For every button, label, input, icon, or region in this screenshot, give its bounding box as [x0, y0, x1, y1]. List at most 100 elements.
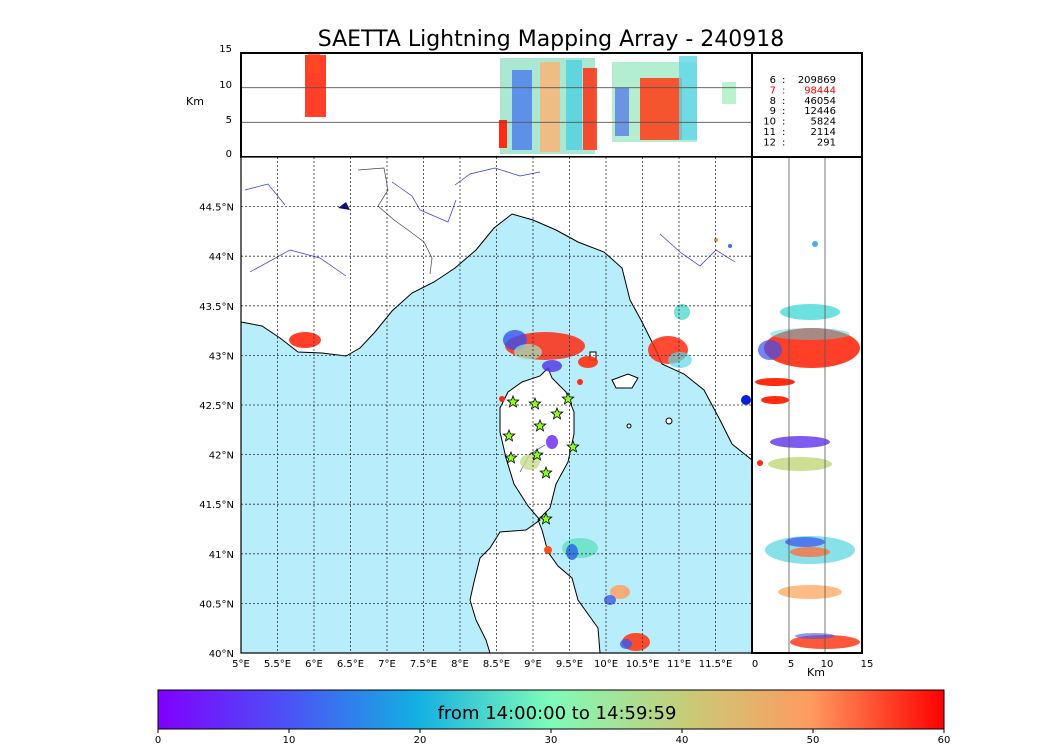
longitude-label: 10°E: [594, 659, 618, 670]
latitude-label: 42.5°N: [199, 401, 234, 412]
station-count-value: 5824: [811, 117, 836, 128]
top-panel-ylabel: Km: [186, 95, 204, 108]
latitude-label: 43.5°N: [199, 302, 234, 313]
longitude-label: 8°E: [451, 659, 469, 670]
station-star-marker: [566, 439, 580, 453]
station-count-value: 46054: [804, 96, 836, 107]
side-panel-sources: [755, 241, 860, 649]
longitude-label: 10.5°E: [626, 659, 660, 670]
station-count-number: 6: [770, 75, 776, 86]
latitude-label: 40°N: [209, 649, 234, 660]
station-count-colon: :: [782, 117, 785, 128]
station-count-colon: :: [782, 106, 785, 117]
station-count-colon: :: [782, 75, 785, 86]
station-count-value: 2114: [811, 127, 836, 138]
station-star-marker: [561, 391, 575, 405]
station-count-colon: :: [782, 96, 785, 107]
side-xtick-label: 5: [788, 659, 794, 670]
top-ytick-label: 5: [226, 115, 232, 126]
side-xtick-label: 10: [821, 659, 834, 670]
side-xtick-label: 0: [752, 659, 758, 670]
longitude-label: 5.5°E: [264, 659, 291, 670]
longitude-label: 5°E: [232, 659, 250, 670]
latitude-label: 41°N: [209, 550, 234, 561]
latitude-tick-labels: 40°N 40.5°N 41°N 41.5°N 42°N 42.5°N 43°N 43.5°N…: [199, 203, 234, 660]
lake: [338, 202, 350, 210]
time-colorbar: from 14:00:00 to 14:59:59 0 10 20 30 40 50 60: [155, 689, 951, 746]
longitude-label: 9°E: [524, 659, 542, 670]
station-star-marker: [506, 394, 520, 408]
river: [249, 249, 347, 277]
station-count-colon: :: [782, 85, 785, 96]
station-star-marker: [530, 447, 544, 461]
longitude-label: 8.5°E: [483, 659, 510, 670]
small-island: [626, 423, 632, 429]
latitude-label: 40.5°N: [199, 599, 234, 610]
top-ytick-label: 15: [219, 44, 232, 55]
station-count-value: 291: [817, 137, 836, 148]
latitude-label: 42°N: [209, 451, 234, 462]
longitude-label: 11°E: [667, 659, 691, 670]
colorbar-ticks: 0 10 20 30 40 50 60: [155, 729, 951, 746]
longitude-label: 6°E: [305, 659, 323, 670]
longitude-label: 7.5°E: [410, 659, 437, 670]
latitude-label: 44°N: [209, 252, 234, 263]
map-panel: 5°E 5.5°E 6°E 6.5°E 7°E 7.5°E 8°E 8.5°E 9°E 9.5°E…: [199, 156, 753, 670]
small-island: [665, 417, 673, 425]
latitude-label: 43°N: [209, 351, 234, 362]
colorbar-tick-label: 0: [155, 735, 161, 746]
colorbar-tick-label: 60: [938, 735, 951, 746]
station-star-marker: [502, 428, 516, 442]
figure-title: SAETTA Lightning Mapping Array - 240918: [318, 27, 785, 52]
map-grid: [241, 157, 752, 653]
lma-stations: [502, 391, 580, 525]
colorbar-label: from 14:00:00 to 14:59:59: [438, 703, 677, 724]
station-count-colon: :: [782, 137, 785, 148]
longitude-label: 6.5°E: [337, 659, 364, 670]
latitude-label: 44.5°N: [199, 203, 234, 214]
station-star-marker: [528, 396, 542, 410]
top-ytick-label: 10: [219, 80, 232, 91]
station-count-number: 8: [770, 96, 776, 107]
colorbar-tick-label: 40: [676, 735, 689, 746]
station-count-panel: 6: 209869 7: 98444 8: 46054 9: 12446 10: 5824 11: 2…: [751, 52, 863, 158]
river: [659, 233, 736, 267]
river: [454, 167, 541, 186]
station-count-number: 10: [763, 117, 776, 128]
side-xtick-label: 15: [861, 659, 874, 670]
colorbar-tick-label: 30: [545, 735, 558, 746]
station-count-value: 98444: [804, 85, 836, 96]
border-line: [357, 167, 433, 275]
station-count-rows: 6: 209869 7: 98444 8: 46054 9: 12446 10: 5824 11: 2…: [763, 75, 836, 148]
station-star-marker: [533, 418, 547, 432]
station-star-marker: [539, 511, 553, 525]
river: [391, 181, 457, 223]
elba-island: [611, 373, 639, 389]
station-count-colon: :: [782, 127, 785, 138]
top-panel-sources: [305, 53, 736, 154]
station-count-value: 209869: [798, 75, 836, 86]
station-count-number: 7: [770, 85, 776, 96]
colorbar-tick-label: 10: [283, 735, 296, 746]
longitude-label: 11.5°E: [699, 659, 733, 670]
colorbar-tick-label: 20: [414, 735, 427, 746]
river: [244, 183, 286, 206]
side-panel-xlabel: Km: [807, 666, 825, 679]
latitude-label: 41.5°N: [199, 500, 234, 511]
station-count-number: 9: [770, 106, 776, 117]
station-count-number: 11: [763, 127, 776, 138]
station-count-value: 12446: [804, 106, 836, 117]
station-star-marker: [539, 465, 553, 479]
longitude-label: 7°E: [378, 659, 396, 670]
station-star-marker: [504, 450, 518, 464]
side-altitude-panel: 0 5 10 15 Km: [751, 156, 874, 679]
longitude-tick-labels: 5°E 5.5°E 6°E 6.5°E 7°E 7.5°E 8°E 8.5°E 9°E 9.5°E…: [232, 659, 732, 670]
colorbar-tick-label: 50: [807, 735, 820, 746]
map-lightning-sources: [289, 238, 732, 651]
station-star-marker: [550, 406, 564, 420]
longitude-label: 9.5°E: [556, 659, 583, 670]
blue-marker: [741, 395, 751, 405]
station-count-number: 12: [763, 137, 776, 148]
colorbar-gradient: [157, 689, 945, 730]
